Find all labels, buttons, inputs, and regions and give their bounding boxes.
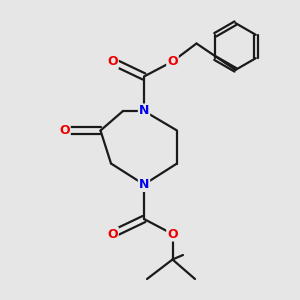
Text: N: N bbox=[139, 178, 149, 191]
Text: O: O bbox=[167, 55, 178, 68]
Text: O: O bbox=[107, 227, 118, 241]
Text: O: O bbox=[167, 227, 178, 241]
Text: O: O bbox=[59, 124, 70, 137]
Text: N: N bbox=[139, 104, 149, 118]
Text: O: O bbox=[107, 55, 118, 68]
